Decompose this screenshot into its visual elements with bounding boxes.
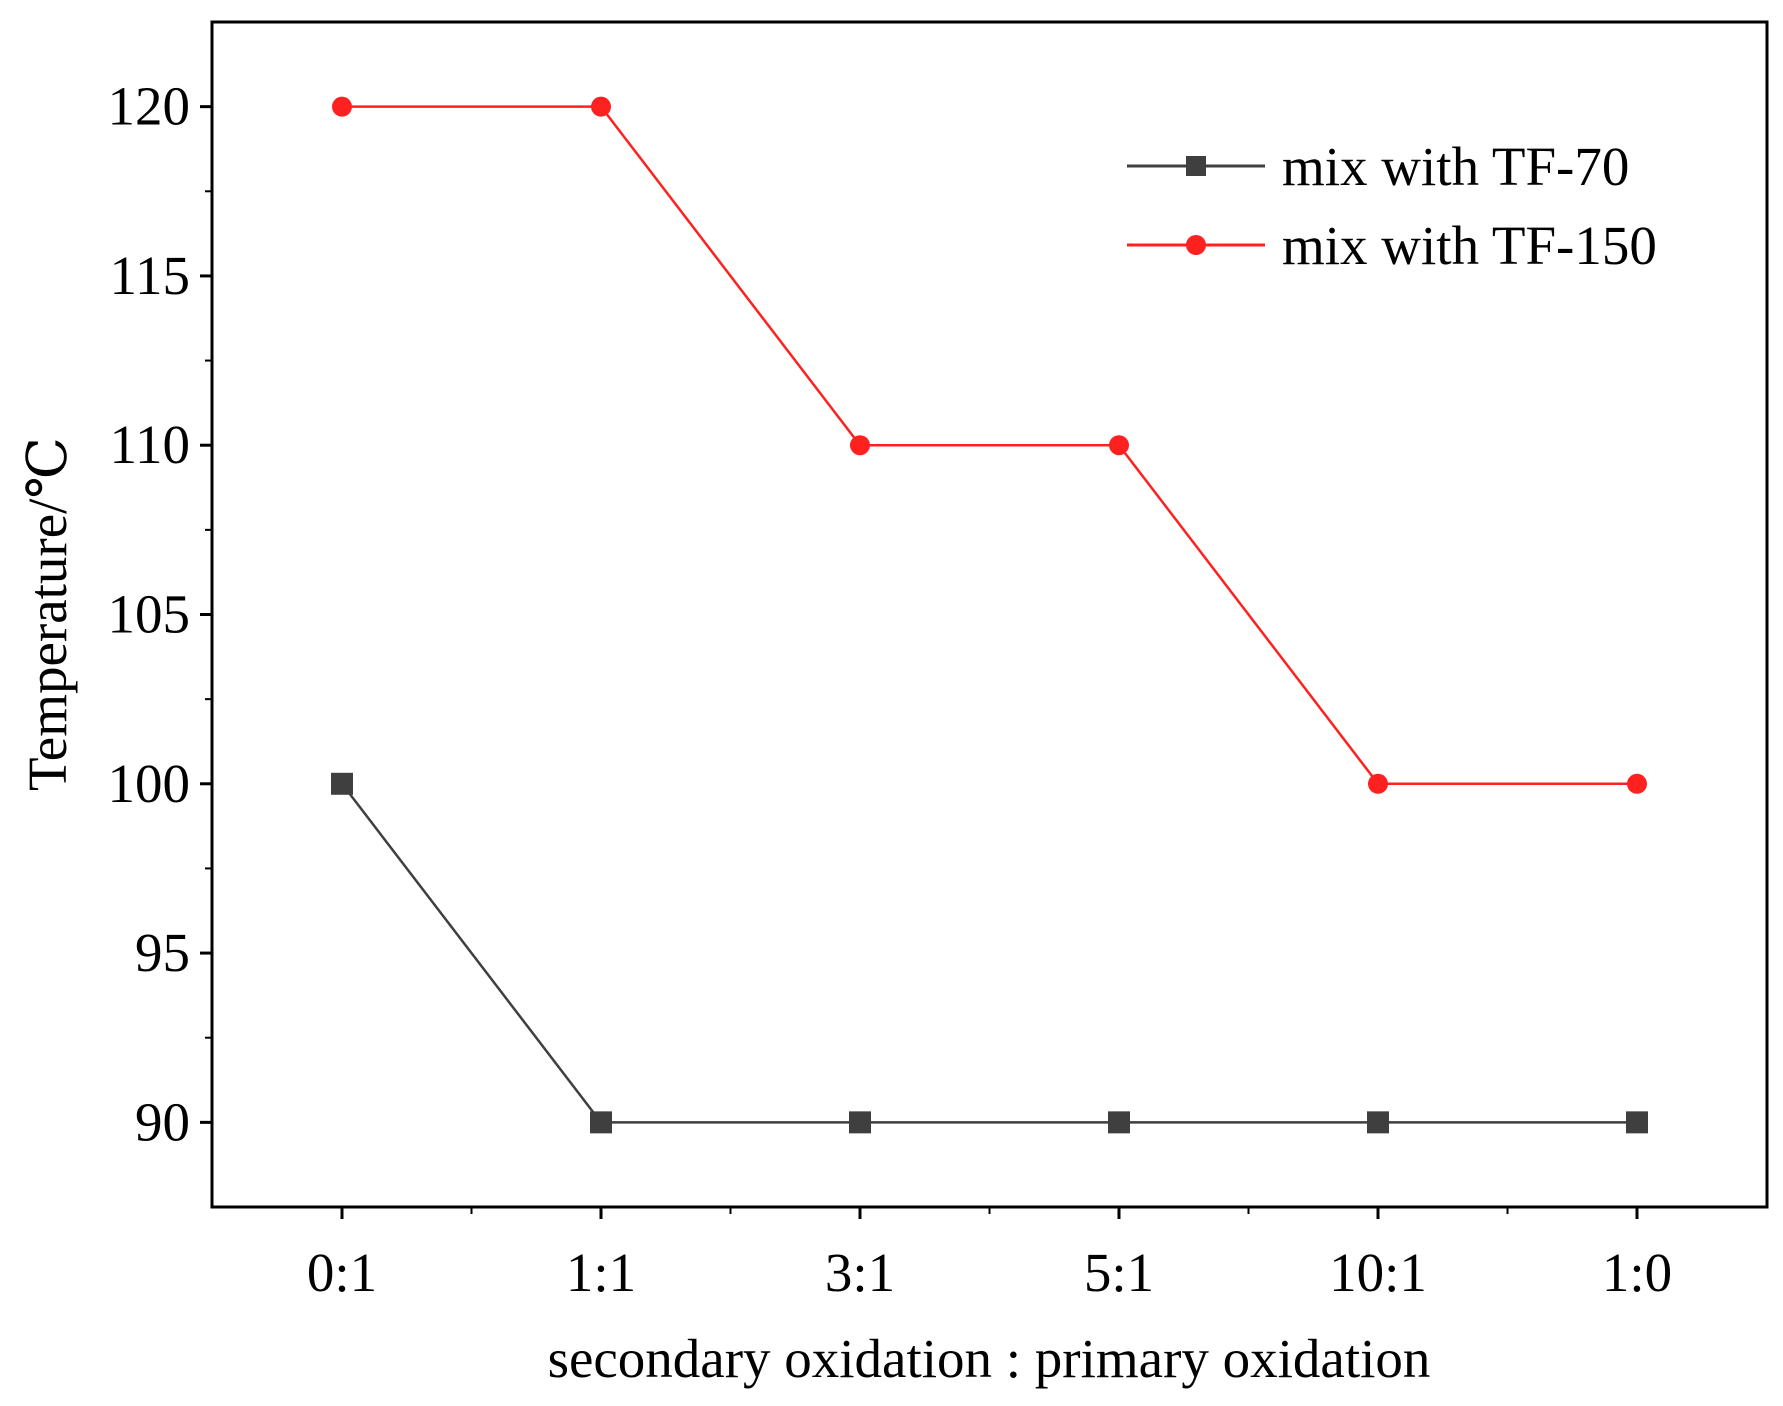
- data-point: [1108, 1111, 1130, 1134]
- y-axis-title: Temperature/℃: [17, 437, 78, 791]
- y-tick-labels: 90 95 100 105 110 115 120: [108, 76, 191, 1153]
- axis-ticks: [200, 105, 1639, 1219]
- y-tick-label: 105: [108, 584, 191, 645]
- legend-marker-tf70: [1186, 156, 1206, 176]
- series-layer: [331, 96, 1648, 1134]
- y-tick-label: 110: [110, 414, 190, 475]
- y-tick-label: 120: [108, 76, 191, 137]
- y-tick-label: 115: [110, 245, 190, 306]
- y-tick-label: 100: [108, 753, 191, 814]
- x-tick-label: 1:0: [1602, 1242, 1672, 1303]
- series-line: [342, 105, 1637, 786]
- y-tick-label: 95: [135, 922, 190, 983]
- x-tick-label: 10:1: [1329, 1242, 1427, 1303]
- data-point: [1368, 773, 1388, 794]
- data-point: [1367, 1111, 1389, 1134]
- data-point: [1627, 773, 1647, 794]
- data-point: [849, 1111, 871, 1134]
- legend-label-tf70: mix with TF-70: [1282, 136, 1629, 197]
- data-point: [1626, 1111, 1648, 1134]
- legend: mix with TF-70 mix with TF-150: [1127, 136, 1657, 276]
- data-point: [1109, 435, 1129, 456]
- legend-marker-tf150: [1186, 235, 1206, 255]
- x-axis-title: secondary oxidation : primary oxidation: [548, 1328, 1431, 1389]
- legend-label-tf150: mix with TF-150: [1282, 215, 1657, 276]
- x-tick-labels: 0:1 1:1 3:1 5:1 10:1 1:0: [307, 1242, 1672, 1303]
- y-tick-label: 90: [135, 1091, 190, 1152]
- data-point: [332, 96, 352, 117]
- plot-frame: [210, 20, 1769, 1209]
- x-tick-label: 5:1: [1084, 1242, 1154, 1303]
- x-tick-label: 3:1: [825, 1242, 895, 1303]
- data-point: [850, 435, 870, 456]
- data-point: [331, 772, 353, 795]
- series-line: [341, 783, 1637, 1124]
- x-tick-label: 0:1: [307, 1242, 377, 1303]
- x-tick-label: 1:1: [566, 1242, 636, 1303]
- data-point: [590, 1111, 612, 1134]
- data-point: [591, 96, 611, 117]
